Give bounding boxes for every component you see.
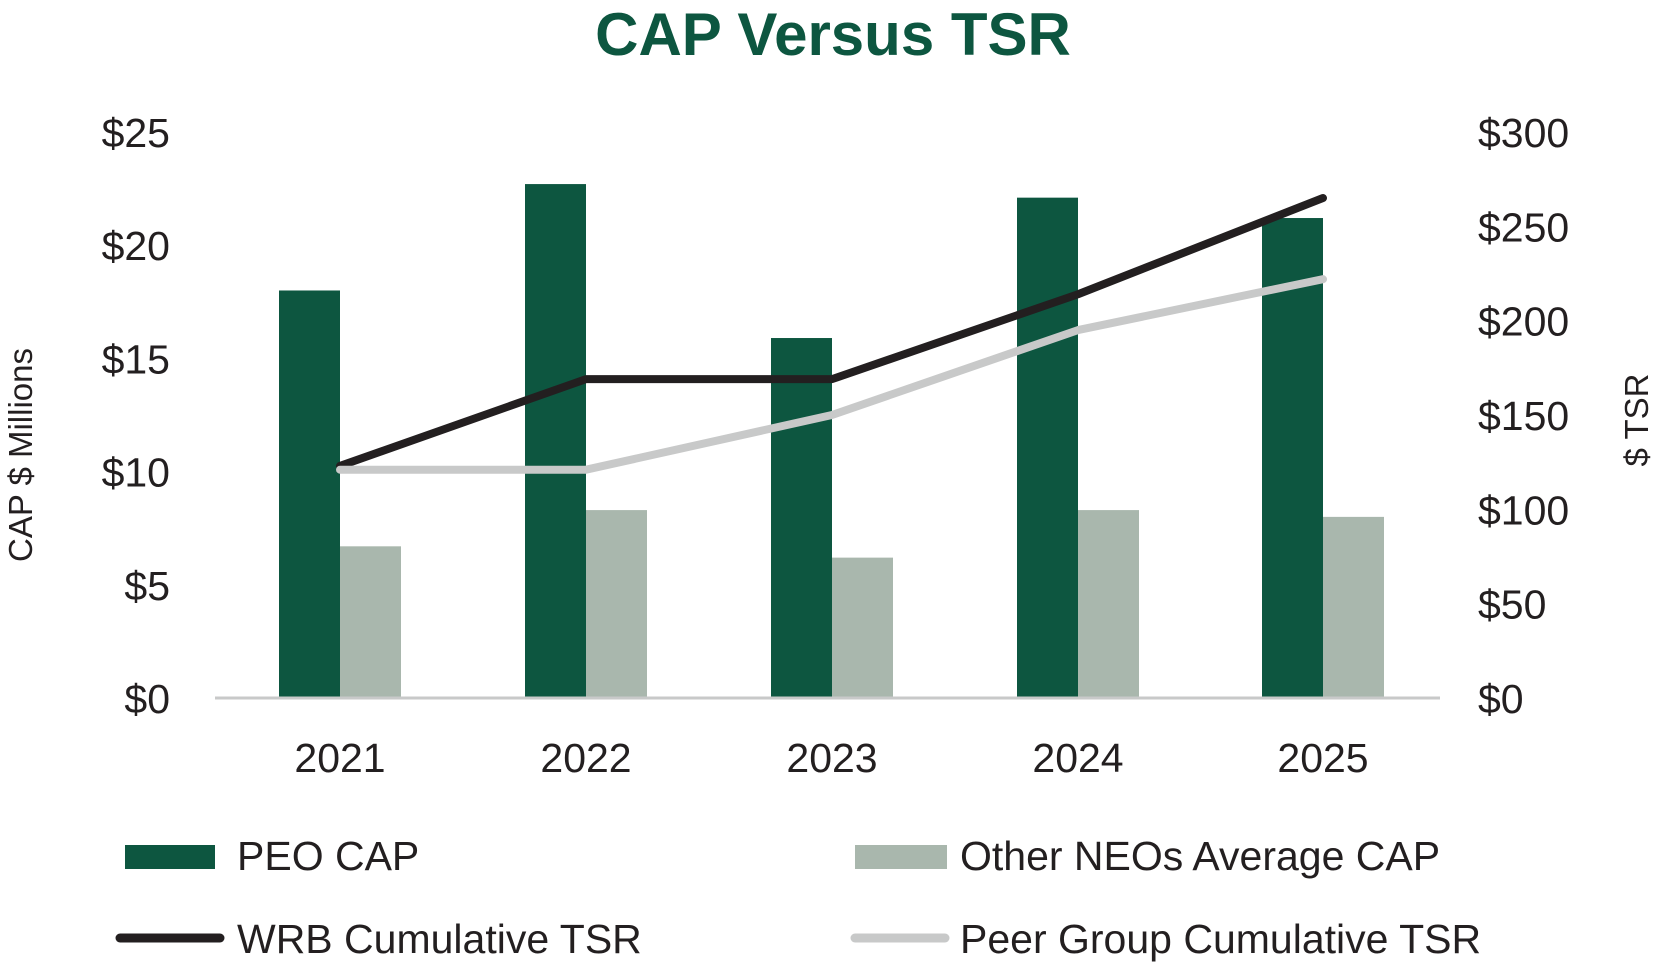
x-tick-2022: 2022 xyxy=(540,735,631,781)
y-tick-right-2: $100 xyxy=(1478,487,1569,533)
legend-label-wrb-tsr: WRB Cumulative TSR xyxy=(237,916,642,962)
y-tick-right-0: $0 xyxy=(1478,676,1524,722)
bar-peo-cap-2021 xyxy=(279,290,340,698)
legend-swatch-peo-cap xyxy=(125,845,215,869)
line-peer-group-cumulative-tsr xyxy=(336,275,1327,474)
x-axis-ticks: 2021 2022 2023 2024 2025 xyxy=(294,735,1368,781)
y-axis-label-left: CAP $ Millions xyxy=(2,348,39,562)
legend: PEO CAP Other NEOs Average CAP WRB Cumul… xyxy=(115,833,1481,962)
y-tick-right-3: $150 xyxy=(1478,393,1569,439)
y-tick-right-4: $200 xyxy=(1478,299,1569,345)
y-tick-right-5: $250 xyxy=(1478,204,1569,250)
y-tick-left-5: $25 xyxy=(102,110,170,156)
legend-label-other-neos: Other NEOs Average CAP xyxy=(960,833,1440,879)
bar-other-neos-average-cap-2023 xyxy=(832,557,893,698)
y-tick-left-4: $20 xyxy=(102,223,170,269)
bar-other-neos-average-cap-2025 xyxy=(1323,516,1384,698)
bar-peo-cap-2023 xyxy=(771,338,832,698)
x-tick-2021: 2021 xyxy=(294,735,385,781)
bar-peo-cap-2024 xyxy=(1017,197,1078,698)
x-tick-2025: 2025 xyxy=(1277,735,1368,781)
y-tick-right-6: $300 xyxy=(1478,110,1569,156)
x-tick-2024: 2024 xyxy=(1032,735,1123,781)
line-layer xyxy=(336,194,1327,474)
chart-title: CAP Versus TSR xyxy=(595,1,1071,68)
y-tick-right-1: $50 xyxy=(1478,582,1546,628)
legend-label-peo-cap: PEO CAP xyxy=(237,833,419,879)
bar-layer xyxy=(279,184,1384,699)
y-tick-left-1: $5 xyxy=(124,563,170,609)
bar-peo-cap-2025 xyxy=(1262,218,1323,699)
bar-other-neos-average-cap-2022 xyxy=(586,510,647,698)
legend-label-peer-tsr: Peer Group Cumulative TSR xyxy=(960,916,1481,962)
y-tick-left-3: $15 xyxy=(102,336,170,382)
y-axis-label-right: $ TSR xyxy=(1618,374,1655,467)
bar-other-neos-average-cap-2021 xyxy=(340,546,401,698)
line-wrb-cumulative-tsr xyxy=(336,194,1327,470)
y-tick-left-2: $10 xyxy=(102,450,170,496)
bar-other-neos-average-cap-2024 xyxy=(1078,510,1139,698)
legend-swatch-other-neos xyxy=(855,845,947,869)
bar-peo-cap-2022 xyxy=(525,184,586,698)
x-tick-2023: 2023 xyxy=(786,735,877,781)
y-axis-left-ticks: $0 $5 $10 $15 $20 $25 xyxy=(102,110,170,722)
y-axis-right-ticks: $0 $50 $100 $150 $200 $250 $300 xyxy=(1478,110,1569,722)
y-tick-left-0: $0 xyxy=(124,676,170,722)
